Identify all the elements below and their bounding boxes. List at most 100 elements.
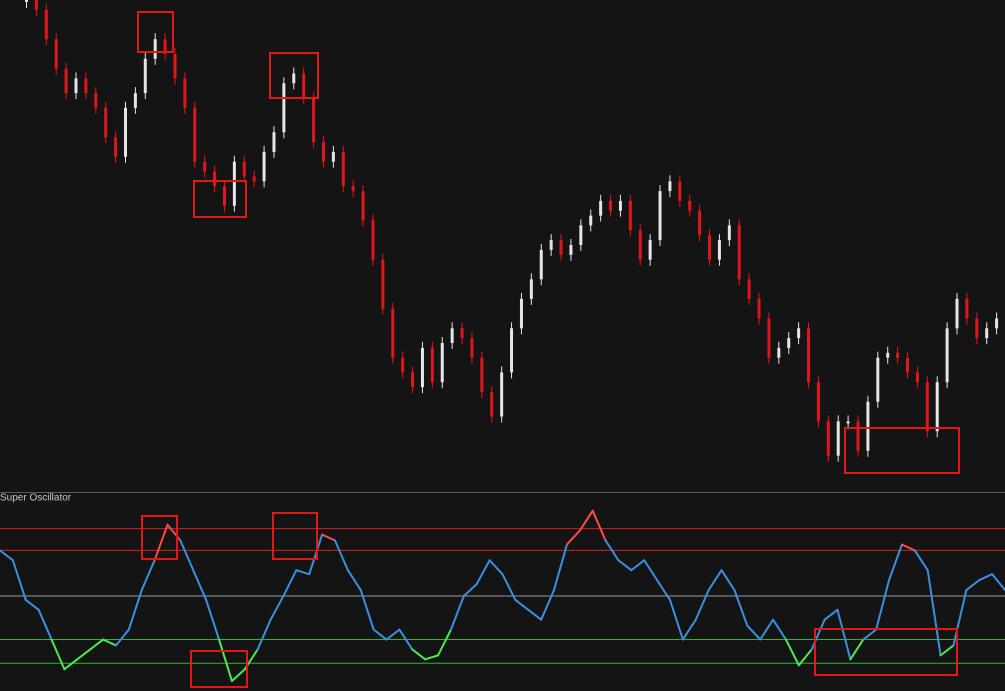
oscillator-segment [656, 579, 671, 601]
candle [777, 347, 781, 358]
candle [678, 181, 682, 201]
highlight-box [193, 180, 247, 218]
oscillator-segment [127, 589, 143, 631]
highlight-box [844, 427, 960, 474]
candle [668, 181, 672, 192]
oscillator-segment [991, 573, 1005, 592]
oscillator-segment [759, 618, 775, 641]
candle [599, 200, 603, 216]
candle [242, 161, 246, 177]
candle [153, 39, 157, 59]
oscillator-segment [321, 533, 336, 542]
oscillator-segment [681, 618, 697, 641]
candle [757, 298, 761, 319]
candle [717, 240, 721, 260]
highlight-box [814, 628, 958, 676]
candle [232, 161, 236, 206]
highlight-box [269, 52, 319, 99]
oscillator-segment [411, 648, 427, 661]
oscillator-segment [102, 638, 117, 647]
candle [529, 279, 533, 299]
candle [510, 328, 514, 373]
oscillator-segment [11, 559, 27, 601]
oscillator-segment [140, 559, 156, 592]
candle [747, 279, 751, 299]
candle [440, 343, 444, 383]
oscillator-segment [437, 628, 452, 657]
candle [648, 240, 652, 260]
oscillator-segment [282, 569, 298, 597]
candle [589, 215, 593, 226]
oscillator-segment [746, 624, 762, 641]
oscillator-segment [669, 598, 684, 641]
oscillator-segment [630, 559, 646, 572]
oscillator-segment [63, 658, 79, 671]
candle [411, 372, 415, 388]
oscillator-segment [862, 628, 878, 641]
oscillator-segment [694, 589, 710, 621]
candle [391, 308, 395, 358]
candle [262, 151, 266, 182]
oscillator-segment [965, 579, 981, 592]
candle [114, 137, 118, 157]
candle [213, 171, 217, 187]
candle [252, 176, 256, 182]
candle [25, 0, 28, 2]
candle [955, 298, 959, 329]
oscillator-segment [269, 594, 285, 621]
oscillator-segment [372, 628, 388, 641]
candle [836, 421, 840, 456]
highlight-box [272, 512, 318, 560]
oscillator-segment [810, 618, 826, 651]
oscillator-segment [617, 559, 633, 572]
candle [302, 73, 306, 98]
candle [321, 142, 325, 162]
oscillator-segment [50, 638, 66, 671]
candle [985, 328, 989, 339]
oscillator-segment [707, 569, 723, 592]
candle [935, 382, 939, 432]
oscillator-segment [205, 598, 221, 641]
candle [480, 357, 484, 392]
oscillator-segment [784, 638, 800, 667]
oscillator-segment [488, 559, 504, 576]
candle [807, 328, 811, 383]
candle [470, 338, 474, 358]
candle [450, 328, 454, 343]
candle [638, 230, 642, 260]
candle [727, 225, 731, 241]
candle [282, 83, 286, 133]
oscillator-segment [462, 583, 478, 597]
oscillator-segment [334, 539, 349, 572]
candle [549, 240, 553, 250]
candle [896, 352, 900, 358]
oscillator-segment [913, 549, 929, 572]
candle [203, 161, 207, 172]
candle [143, 58, 147, 94]
candle [173, 53, 177, 79]
candle [876, 357, 880, 402]
indicator-title: Super Oscillator [0, 493, 72, 504]
candle [460, 328, 464, 339]
oscillator-segment [514, 598, 530, 611]
candle [222, 186, 226, 206]
oscillator-segment [836, 608, 852, 661]
candle [420, 347, 424, 388]
candle [401, 357, 405, 373]
candle [628, 200, 632, 231]
candle [658, 191, 662, 241]
candle [609, 200, 613, 211]
candle [945, 328, 949, 383]
oscillator-segment [385, 628, 401, 641]
oscillator-segment [475, 559, 491, 586]
oscillator-segment [501, 573, 517, 601]
oscillator-segment [37, 608, 53, 641]
candle [490, 392, 494, 417]
candle [559, 240, 563, 255]
oscillator-segment [295, 569, 311, 576]
candle [104, 107, 108, 138]
oscillator-segment [179, 539, 195, 572]
